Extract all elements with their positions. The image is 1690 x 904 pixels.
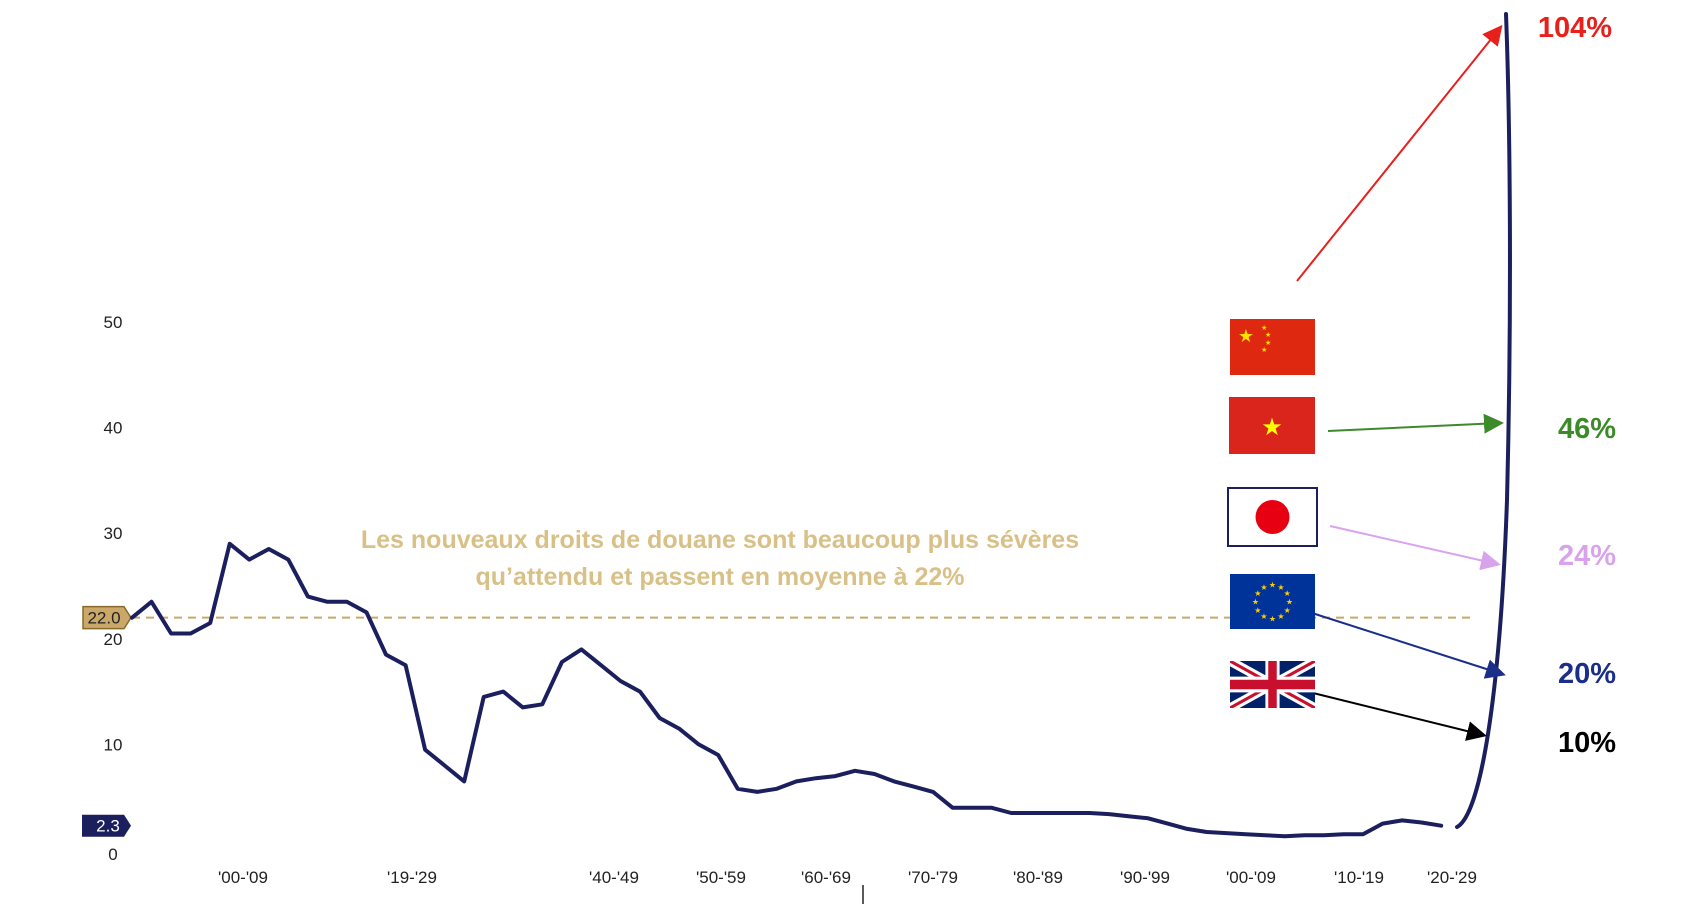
- x-tick-label: '60-'69: [801, 868, 851, 887]
- series-projection-spike: [1455, 12, 1512, 829]
- x-tick-label: '40-'49: [589, 868, 639, 887]
- reference-badge-label: 22.0: [87, 609, 120, 628]
- svg-text:★: ★: [1277, 583, 1284, 592]
- svg-text:★: ★: [1284, 606, 1291, 615]
- svg-text:★: ★: [1265, 339, 1271, 347]
- x-tick-label: '20-'29: [1427, 868, 1477, 887]
- last-value-badge-label: 2.3: [96, 817, 120, 836]
- svg-text:★: ★: [1286, 598, 1293, 607]
- svg-text:★: ★: [1254, 606, 1261, 615]
- svg-text:★: ★: [1260, 612, 1267, 621]
- uk-flag-icon: [1230, 661, 1315, 708]
- japan-flag-icon: [1227, 487, 1318, 547]
- y-tick-label: 40: [104, 419, 123, 438]
- vietnam-flag-icon: ★: [1229, 397, 1315, 454]
- series-line: [130, 541, 1444, 839]
- label-uk-tariff: 10%: [1558, 727, 1616, 759]
- y-axis-ticks: 0 10 20 30 40 50: [104, 313, 123, 864]
- svg-text:★: ★: [1265, 331, 1271, 339]
- y-tick-label: 10: [104, 735, 123, 754]
- x-axis-ticks: '00-'09 '19-'29 '40-'49 '50-'59 '60-'69 '70-'…: [218, 868, 1477, 887]
- x-tick-label: '19-'29: [387, 868, 437, 887]
- arrow-china: [1296, 24, 1503, 282]
- svg-text:★: ★: [1277, 612, 1284, 621]
- svg-text:★: ★: [1269, 615, 1276, 624]
- last-value-badge: 2.3: [82, 814, 131, 837]
- annotation-line-1: Les nouveaux droits de douane sont beauc…: [361, 526, 1079, 554]
- label-eu-tariff: 20%: [1558, 658, 1616, 690]
- svg-text:★: ★: [1238, 326, 1254, 347]
- x-tick-label: '70-'79: [908, 868, 958, 887]
- svg-text:★: ★: [1261, 413, 1283, 441]
- svg-text:★: ★: [1252, 598, 1259, 607]
- svg-text:★: ★: [1261, 346, 1267, 354]
- svg-text:★: ★: [1284, 589, 1291, 598]
- svg-text:★: ★: [1260, 583, 1267, 592]
- arrow-eu: [1311, 612, 1506, 679]
- y-tick-label: 30: [104, 524, 123, 543]
- annotation-line-2: qu’attendu et passent en moyenne à 22%: [475, 563, 964, 591]
- arrow-vietnam: [1327, 413, 1504, 434]
- svg-text:★: ★: [1261, 324, 1267, 332]
- label-china-tariff: 104%: [1538, 12, 1612, 44]
- x-tick-label: '80-'89: [1013, 868, 1063, 887]
- x-tick-label: '50-'59: [696, 868, 746, 887]
- label-vietnam-tariff: 46%: [1558, 413, 1616, 445]
- x-tick-label: '10-'19: [1334, 868, 1384, 887]
- y-tick-label: 0: [108, 845, 117, 864]
- svg-text:★: ★: [1254, 589, 1261, 598]
- arrow-japan: [1329, 525, 1501, 571]
- x-tick-label: '00-'09: [218, 868, 268, 887]
- x-tick-label: '00-'09: [1226, 868, 1276, 887]
- china-flag-icon: ★ ★ ★ ★ ★: [1230, 319, 1315, 375]
- eu-flag-icon: ★★★★★★★★★ ★ ★★: [1230, 574, 1315, 629]
- label-japan-tariff: 24%: [1558, 540, 1616, 572]
- y-tick-label: 50: [104, 313, 123, 332]
- svg-text:★: ★: [1269, 581, 1276, 590]
- x-tick-label: '90-'99: [1120, 868, 1170, 887]
- y-tick-label: 20: [104, 630, 123, 649]
- reference-badge: 22.0: [82, 605, 132, 630]
- arrow-uk: [1312, 692, 1487, 741]
